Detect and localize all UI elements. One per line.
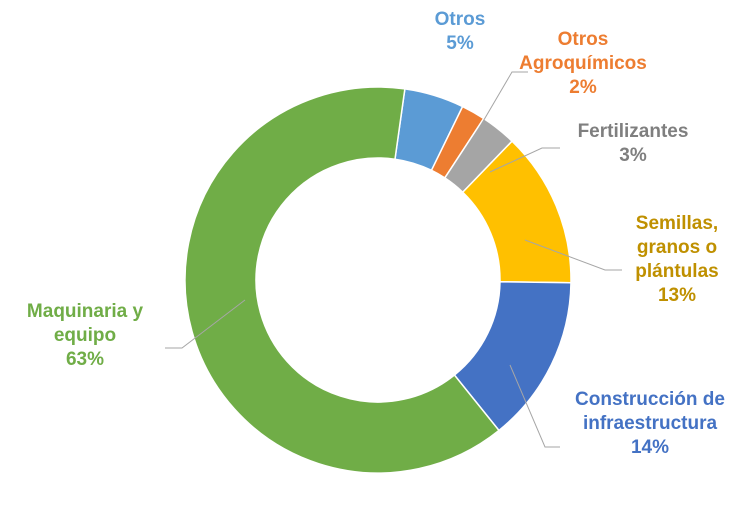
value-label: 14% — [630, 437, 670, 458]
leader-line — [524, 239, 622, 271]
category-name: Semillas, granos o plántulas — [635, 213, 719, 282]
value-label: 13% — [657, 285, 697, 306]
data-label: Maquinaria y equipo 63% — [5, 300, 165, 372]
category-name: Maquinaria y equipo — [26, 301, 144, 346]
category-name: Fertilizantes — [577, 121, 689, 142]
value-label: 2% — [569, 77, 597, 98]
data-label: Otros Agroquímicos 2% — [513, 28, 653, 100]
category-name: Construcción de infraestructura — [575, 389, 725, 434]
leader-line — [489, 147, 560, 173]
leader-line — [509, 364, 560, 448]
leader-line — [477, 71, 528, 131]
category-name: Otros — [434, 9, 486, 30]
donut-slice — [184, 86, 500, 474]
category-name: Otros Agroquímicos — [519, 29, 647, 74]
data-label: Fertilizantes 3% — [558, 120, 708, 168]
leader-line — [165, 299, 246, 349]
data-label: Otros 5% — [420, 8, 500, 56]
data-label: Construcción de infraestructura 14% — [570, 388, 730, 460]
value-label: 3% — [619, 145, 647, 166]
data-label: Semillas, granos o plántulas 13% — [622, 212, 732, 308]
value-label: 63% — [65, 349, 105, 370]
value-label: 5% — [446, 33, 474, 54]
